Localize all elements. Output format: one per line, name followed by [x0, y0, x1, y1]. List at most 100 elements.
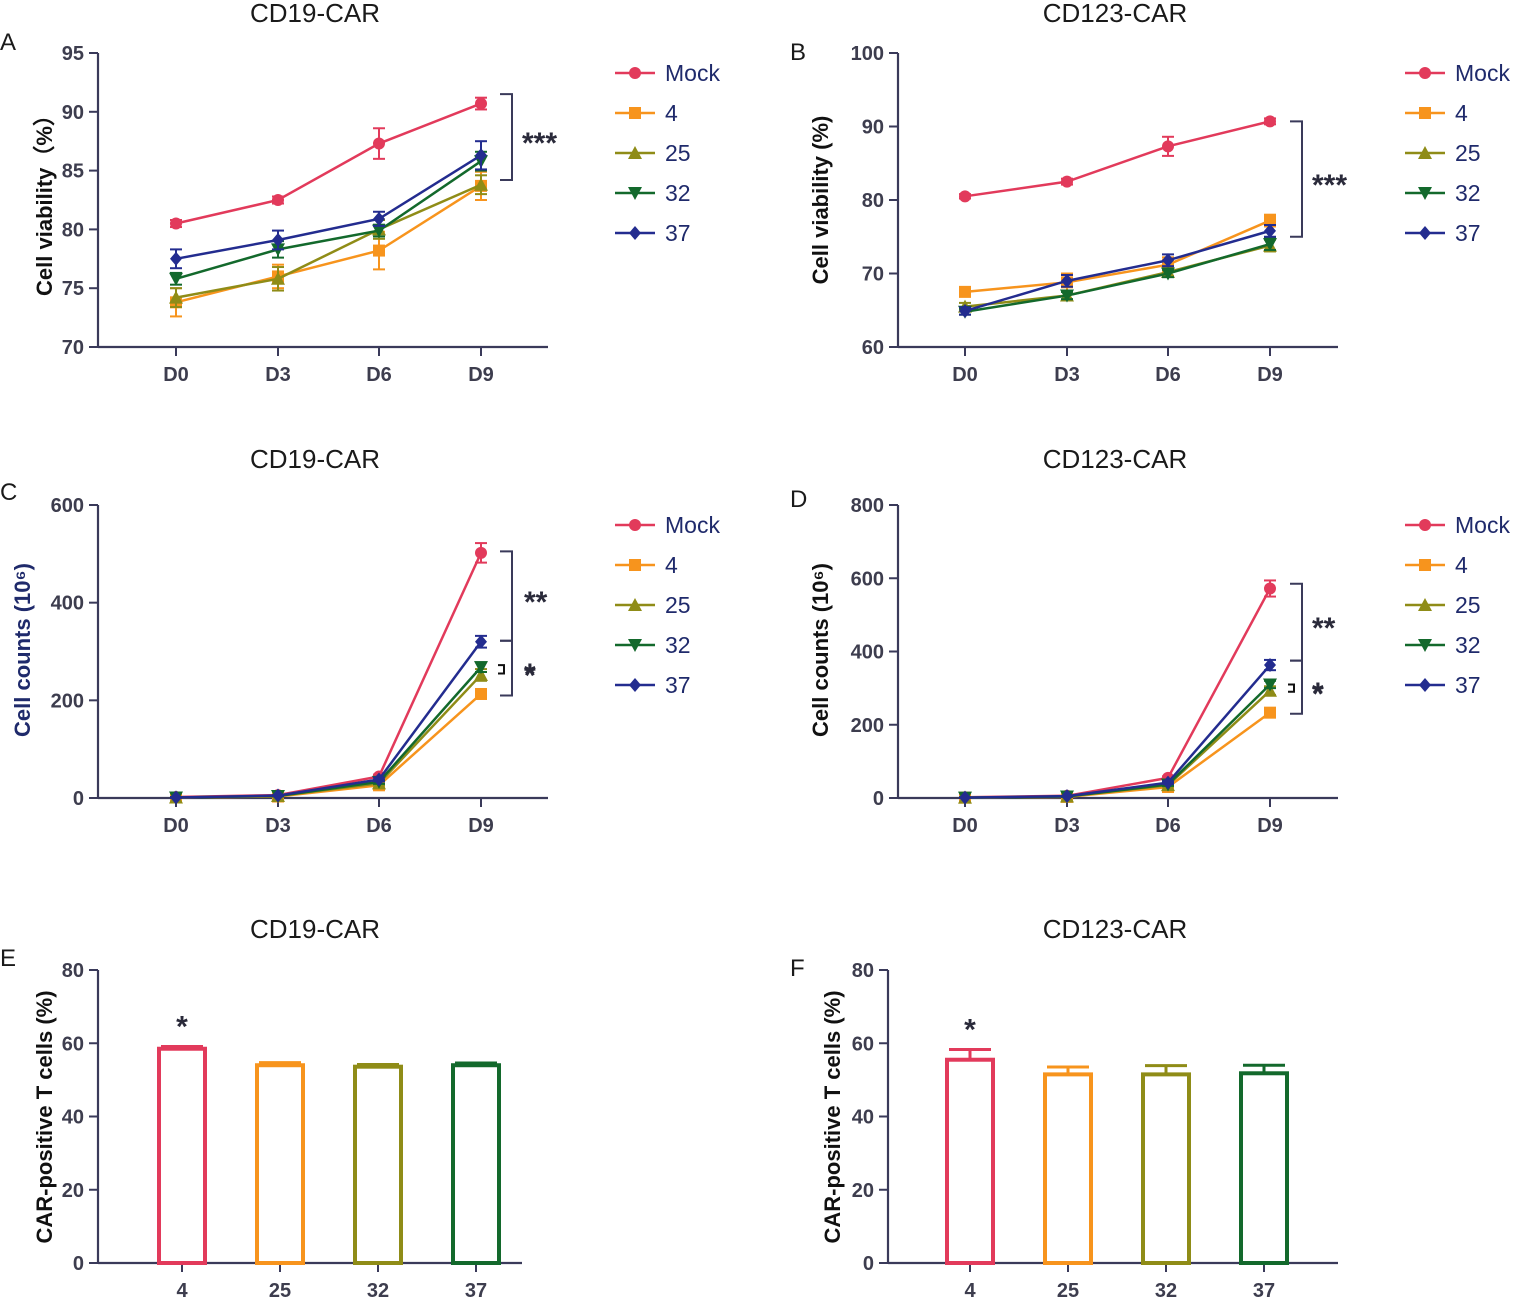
series-line — [175, 183, 482, 299]
legend-label: 4 — [665, 100, 678, 126]
legend-label: 25 — [1455, 592, 1481, 618]
data-point — [1264, 115, 1276, 128]
legend: Mock 4 25 32 37 — [1405, 512, 1510, 698]
bar — [1043, 1072, 1093, 1265]
y-tick-label: 80 — [62, 219, 84, 241]
series-37 — [959, 223, 1276, 318]
significance-bracket: ** — [500, 550, 548, 642]
series-line — [964, 120, 1271, 198]
series-line — [964, 711, 1271, 799]
plot-area: 0 20 40 60 80 4 25 32 37 * — [852, 960, 1338, 1300]
y-tick-label: 0 — [863, 1253, 874, 1275]
data-point — [1264, 582, 1276, 595]
legend-item: 37 — [615, 672, 691, 698]
data-point — [1161, 267, 1175, 281]
y-tick-label: 0 — [873, 788, 884, 810]
panel-f-cd123-car-positive: F CD123-CAR CAR-positive T cells (%) 0 20… — [790, 914, 1338, 1300]
x-tick-label: D0 — [163, 364, 189, 386]
bar — [157, 1046, 207, 1266]
chart-title: CD123-CAR — [1043, 444, 1188, 474]
bar — [255, 1063, 305, 1265]
data-point — [169, 290, 183, 304]
legend-label: 4 — [665, 552, 678, 578]
y-axis-label: CAR-positive T cells (%) — [32, 990, 57, 1243]
series-line — [175, 640, 483, 799]
chart-title: CD123-CAR — [1043, 0, 1188, 28]
y-tick-label: 95 — [62, 43, 84, 65]
y-tick-label: 100 — [851, 43, 884, 65]
legend-marker — [629, 226, 641, 240]
chart-title: CD19-CAR — [250, 0, 380, 28]
legend-item: Mock — [615, 512, 720, 538]
series-line — [964, 689, 1271, 799]
y-tick-label: 600 — [51, 495, 84, 517]
data-point — [1061, 789, 1073, 804]
series-line — [964, 229, 1271, 313]
x-tick-label: D6 — [366, 815, 392, 837]
y-tick-label: 80 — [62, 960, 84, 982]
data-point — [272, 788, 284, 803]
y-tick-label: 20 — [62, 1180, 84, 1202]
bracket-line — [500, 639, 513, 697]
legend-marker — [1418, 146, 1432, 159]
panel-c-cd19-counts: C CD19-CAR Cell counts (10⁶) 0 200 400 600 D… — [0, 444, 720, 837]
bar — [353, 1064, 403, 1265]
legend-label: Mock — [665, 60, 720, 86]
data-point — [475, 634, 487, 649]
legend-label: 37 — [1455, 220, 1481, 246]
legend-item: 4 — [615, 552, 678, 578]
legend-marker — [1419, 67, 1431, 79]
data-point — [1061, 175, 1073, 188]
data-point — [1162, 140, 1174, 153]
significance-label: * — [1312, 677, 1324, 710]
series-line — [964, 664, 1271, 799]
data-point — [959, 303, 971, 318]
x-tick-label: D9 — [468, 815, 494, 837]
legend-label: Mock — [1455, 60, 1510, 86]
data-point — [1263, 238, 1277, 252]
series-line — [175, 552, 483, 799]
legend-item: Mock — [1405, 60, 1510, 86]
legend-item: 37 — [1405, 220, 1481, 246]
x-tick-label: D3 — [265, 364, 291, 386]
legend-item: 25 — [615, 140, 691, 166]
bar-37 — [451, 1061, 501, 1265]
plot-area: 0 20 40 60 80 4 25 32 37 * — [62, 960, 522, 1300]
series-37 — [170, 140, 487, 270]
data-point — [1060, 289, 1074, 303]
y-tick-label: 90 — [62, 102, 84, 124]
x-tick-label: D6 — [1155, 364, 1181, 386]
legend-item: 32 — [1405, 180, 1481, 206]
y-tick-label: 75 — [62, 278, 84, 300]
x-tick-label: D0 — [163, 815, 189, 837]
legend-marker — [628, 187, 642, 200]
significance-bracket: *** — [1290, 120, 1347, 238]
legend-marker — [629, 67, 641, 79]
series-32 — [958, 237, 1277, 319]
bar-37 — [1239, 1063, 1289, 1265]
series-25 — [169, 667, 488, 804]
bar-4 — [945, 1047, 995, 1265]
data-point — [272, 232, 284, 247]
data-point — [373, 772, 385, 787]
legend-item: 4 — [1405, 552, 1468, 578]
bar-32 — [1141, 1064, 1191, 1265]
legend-marker — [629, 559, 641, 571]
legend-item: 4 — [615, 100, 678, 126]
legend-item: 25 — [1405, 140, 1481, 166]
y-tick-label: 400 — [51, 593, 84, 615]
series-32 — [169, 661, 488, 805]
significance-label: *** — [522, 127, 557, 160]
y-tick-label: 85 — [62, 161, 84, 183]
x-tick-label: D3 — [1054, 815, 1080, 837]
y-tick-label: 400 — [851, 642, 884, 664]
x-tick-label: D9 — [1257, 815, 1283, 837]
data-point — [475, 546, 487, 559]
legend-item: 25 — [615, 592, 691, 618]
bracket-line — [500, 550, 513, 642]
legend-marker — [628, 598, 642, 611]
y-tick-label: 0 — [73, 1253, 84, 1275]
bar — [945, 1057, 995, 1265]
series-25 — [958, 238, 1277, 313]
